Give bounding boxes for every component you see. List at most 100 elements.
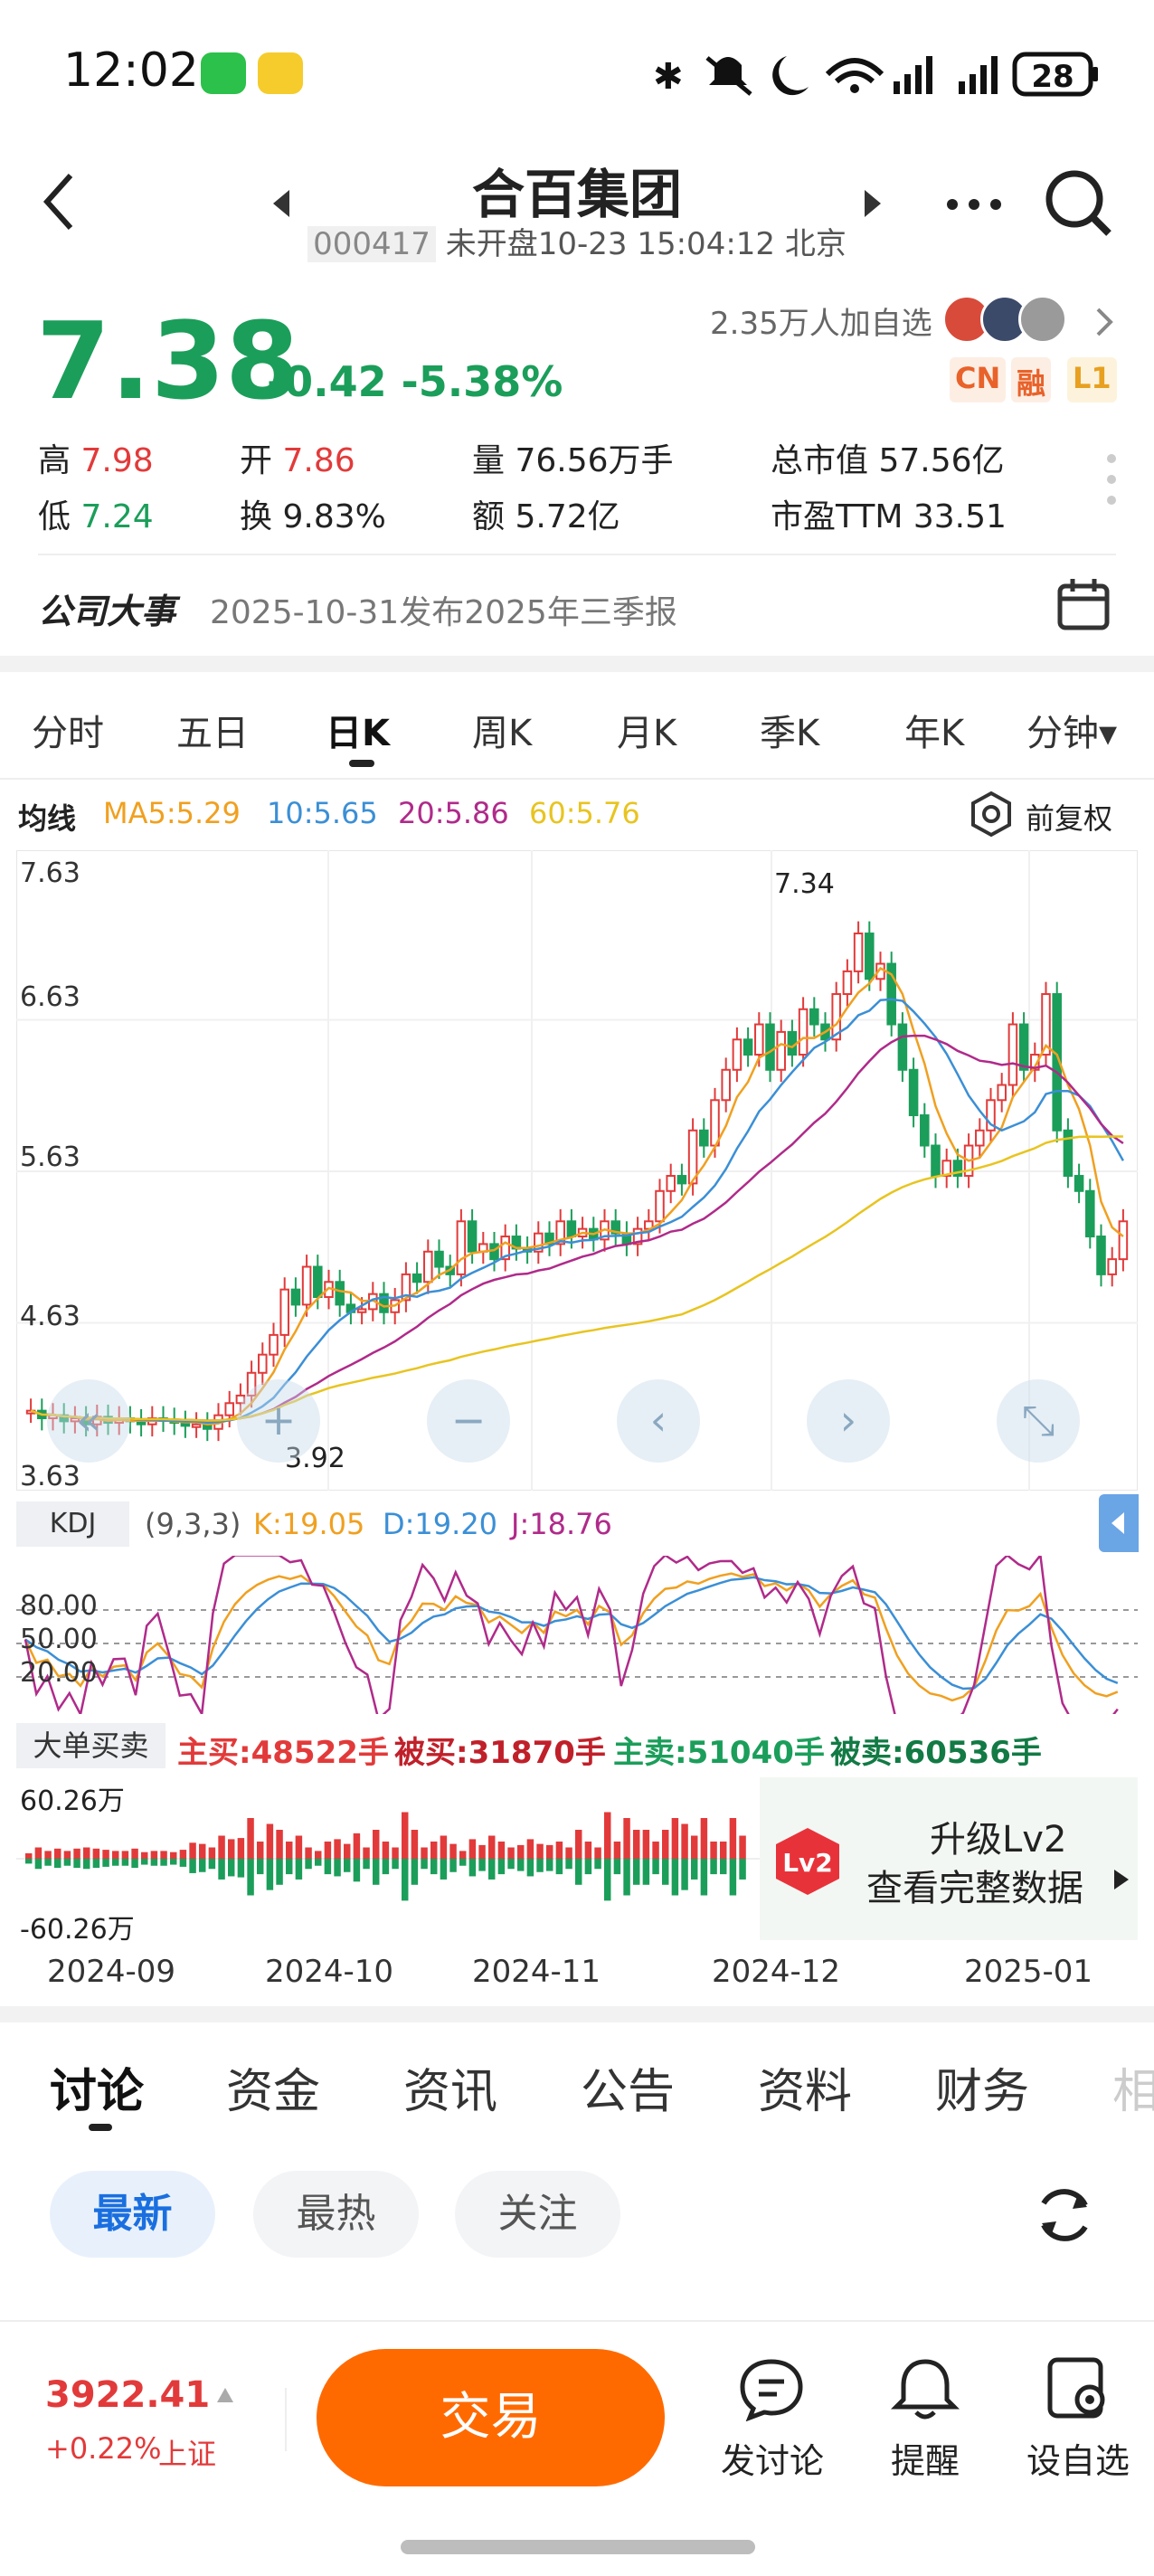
collapse-panel-button[interactable] bbox=[1099, 1494, 1139, 1552]
buy-bar bbox=[613, 1842, 621, 1859]
bell-icon[interactable] bbox=[891, 2354, 960, 2423]
tab-funds[interactable]: 资金 bbox=[226, 2065, 321, 2119]
tab-yearly-k[interactable]: 年K bbox=[904, 713, 965, 754]
sell-bar bbox=[623, 1859, 630, 1896]
sell-bar bbox=[700, 1859, 708, 1896]
sell-bar bbox=[536, 1859, 544, 1872]
upgrade-lv2-panel[interactable]: Lv2 升级Lv2 查看完整数据 bbox=[760, 1777, 1138, 1940]
more-icon[interactable] bbox=[945, 195, 1003, 213]
up-arrow-icon bbox=[217, 2388, 233, 2402]
buy-bar bbox=[652, 1842, 659, 1859]
sell-bar bbox=[710, 1859, 717, 1875]
sell-bar bbox=[160, 1859, 167, 1866]
discuss-icon[interactable] bbox=[737, 2356, 806, 2421]
play-arrow-icon bbox=[1114, 1870, 1129, 1889]
candle bbox=[566, 1220, 577, 1238]
buy-bar bbox=[141, 1852, 148, 1859]
current-price: 7.38 bbox=[36, 298, 300, 423]
filter-latest[interactable]: 最新 bbox=[50, 2171, 215, 2258]
sell-bar bbox=[671, 1859, 679, 1896]
sell-bar bbox=[691, 1859, 698, 1880]
tab-announcements[interactable]: 公告 bbox=[581, 2065, 676, 2119]
sell-bar bbox=[237, 1859, 245, 1878]
prev-stock-icon[interactable] bbox=[270, 188, 293, 219]
back-icon[interactable] bbox=[36, 170, 81, 233]
big-orders-label[interactable]: 大单买卖 bbox=[16, 1723, 166, 1768]
sell-bar bbox=[546, 1859, 553, 1871]
refresh-icon[interactable] bbox=[1031, 2182, 1098, 2249]
watchlist-label[interactable]: 设自选 bbox=[1026, 2441, 1130, 2481]
next-candle-button[interactable]: › bbox=[807, 1379, 890, 1463]
sell-bar bbox=[34, 1859, 43, 1870]
sell-bar bbox=[334, 1859, 341, 1877]
tab-minute[interactable]: 分钟▾ bbox=[1026, 713, 1118, 754]
sell-bar bbox=[218, 1859, 225, 1880]
tab-monthly-k[interactable]: 月K bbox=[617, 713, 677, 754]
adjust-mode[interactable]: 前复权 bbox=[1026, 801, 1113, 836]
tab-5day[interactable]: 五日 bbox=[176, 713, 249, 754]
buy-bar bbox=[700, 1818, 708, 1859]
buy-bar bbox=[344, 1843, 351, 1859]
discuss-label[interactable]: 发讨论 bbox=[721, 2441, 825, 2481]
stat-open: 开 7.86 bbox=[240, 442, 355, 479]
add-watchlist-icon[interactable] bbox=[1045, 2354, 1113, 2423]
x-tick-label: 2024-12 bbox=[712, 1954, 841, 1990]
filter-hot[interactable]: 最热 bbox=[253, 2171, 419, 2258]
kdj-chart[interactable] bbox=[16, 1556, 1138, 1714]
buy-bar bbox=[324, 1842, 332, 1859]
filter-following[interactable]: 关注 bbox=[455, 2171, 620, 2258]
candle bbox=[301, 1265, 312, 1306]
prev-candle-button[interactable]: ‹ bbox=[617, 1379, 700, 1463]
scroll-left-button[interactable]: « bbox=[47, 1379, 130, 1463]
wallet-icon bbox=[258, 52, 303, 94]
tab-profile[interactable]: 资料 bbox=[758, 2065, 853, 2119]
chevron-right-icon[interactable] bbox=[1094, 306, 1116, 338]
stock-header: 合百集团 000417 未开盘10-23 15:04:12 北京 bbox=[0, 136, 1154, 271]
tab-quarterly-k[interactable]: 季K bbox=[760, 713, 820, 754]
sell-bar bbox=[497, 1859, 506, 1875]
tab-news[interactable]: 资讯 bbox=[403, 2065, 498, 2119]
sell-bar bbox=[488, 1859, 496, 1880]
ma60-value: 60:5.76 bbox=[529, 796, 640, 830]
trade-button[interactable]: 交易 bbox=[317, 2349, 665, 2486]
sell-bar bbox=[266, 1859, 274, 1890]
content-tabs: 讨论 资金 资讯 公告 资料 财务 相 bbox=[0, 2044, 1154, 2135]
index-value[interactable]: 3922.41 bbox=[45, 2374, 211, 2416]
calendar-icon[interactable] bbox=[1056, 577, 1111, 631]
search-icon[interactable] bbox=[1042, 166, 1114, 239]
tab-more[interactable]: 相 bbox=[1112, 2065, 1154, 2119]
zoom-in-button[interactable]: + bbox=[237, 1379, 320, 1463]
sell-bar bbox=[112, 1859, 119, 1866]
kdj-level: 50.00 bbox=[20, 1624, 98, 1655]
y-tick-label: 4.63 bbox=[20, 1301, 80, 1332]
followers-count[interactable]: 2.35万人加自选 bbox=[710, 306, 932, 342]
orders-bottom-scale: -60.26万 bbox=[20, 1914, 135, 1946]
tab-discussion[interactable]: 讨论 bbox=[50, 2065, 145, 2119]
candlestick-chart[interactable] bbox=[16, 850, 1138, 1491]
tag-l1: L1 bbox=[1067, 357, 1117, 402]
settings-icon[interactable] bbox=[968, 791, 1015, 838]
expand-dots-icon[interactable] bbox=[1105, 452, 1118, 507]
tab-daily-k[interactable]: 日K bbox=[326, 713, 390, 754]
zoom-out-button[interactable]: − bbox=[427, 1379, 510, 1463]
tab-weekly-k[interactable]: 周K bbox=[472, 713, 533, 754]
sell-bar bbox=[430, 1859, 438, 1875]
buy-bar bbox=[73, 1848, 80, 1859]
fullscreen-button[interactable]: ⤡ bbox=[997, 1379, 1080, 1463]
sell-bar bbox=[449, 1859, 457, 1872]
tab-finance[interactable]: 财务 bbox=[935, 2065, 1030, 2119]
candle bbox=[897, 1023, 908, 1071]
tab-intraday[interactable]: 分时 bbox=[32, 713, 104, 754]
kdj-k: K:19.05 bbox=[253, 1507, 365, 1541]
sell-bar bbox=[517, 1859, 525, 1871]
buy-bar bbox=[584, 1842, 592, 1859]
candle bbox=[544, 1232, 554, 1245]
buy-bar bbox=[286, 1842, 293, 1859]
alert-label[interactable]: 提醒 bbox=[891, 2441, 960, 2481]
candle bbox=[941, 1160, 951, 1178]
kdj-label[interactable]: KDJ bbox=[16, 1501, 129, 1547]
buy-bar bbox=[720, 1842, 727, 1859]
buy-bar bbox=[729, 1818, 737, 1859]
next-stock-icon[interactable] bbox=[861, 188, 884, 219]
events-text[interactable]: 2025-10-31发布2025年三季报 bbox=[210, 594, 677, 631]
